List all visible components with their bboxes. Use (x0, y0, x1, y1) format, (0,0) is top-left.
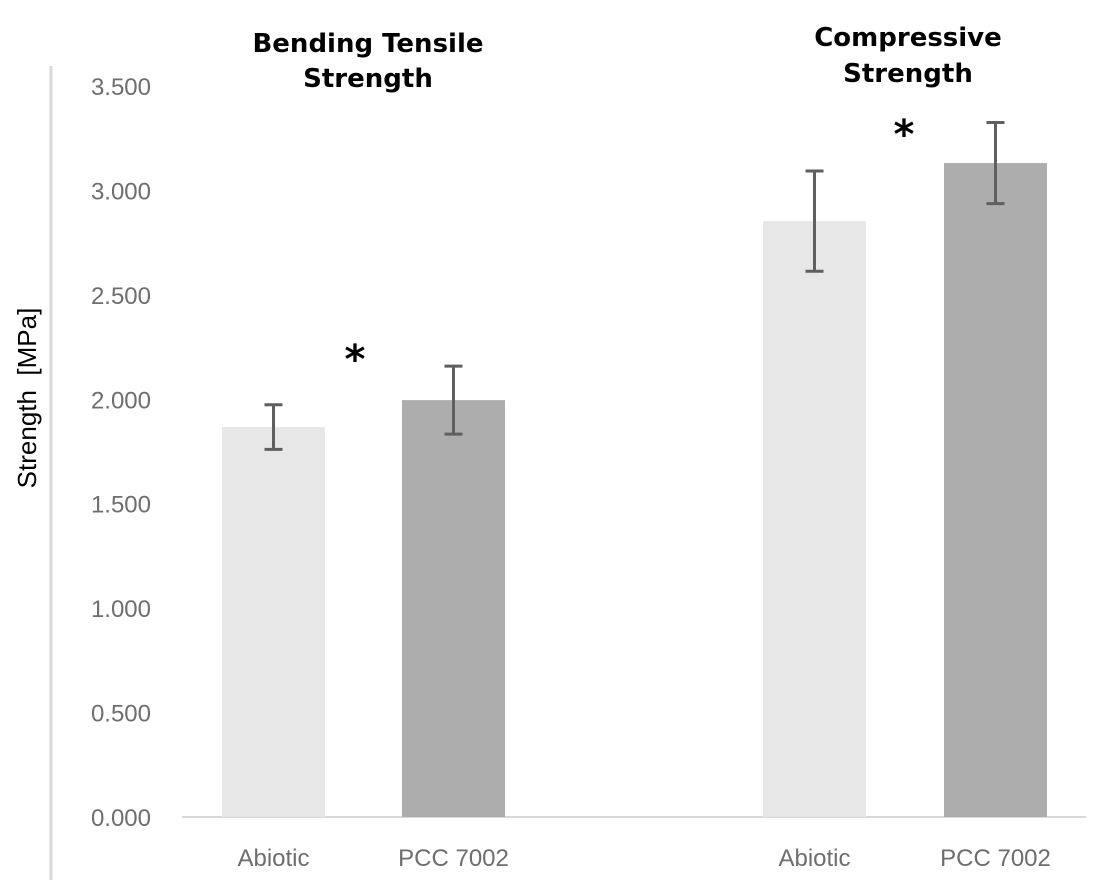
bar-group-1: Bending Tensile Strength * Abiotic PCC 7002 (222, 29, 509, 872)
y-tick-label: 2.000 (91, 387, 151, 414)
bar (763, 221, 866, 818)
bar (944, 163, 1047, 817)
y-tick-label: 3.500 (91, 74, 151, 101)
significance-marker: * (345, 337, 366, 383)
x-category-label: Abiotic (237, 845, 309, 872)
bar (222, 427, 325, 817)
y-tick-label: 3.000 (91, 178, 151, 205)
x-category-label: Abiotic (778, 845, 850, 872)
y-tick-label: 1.500 (91, 492, 151, 519)
y-tick-label: 2.500 (91, 283, 151, 310)
group-title: Strength (303, 64, 433, 94)
group-title: Strength (843, 59, 973, 89)
y-tick-label: 1.000 (91, 596, 151, 623)
y-tick-label: 0.500 (91, 701, 151, 728)
x-category-label: PCC 7002 (940, 845, 1051, 872)
x-category-label: PCC 7002 (398, 845, 509, 872)
y-tick-label: 0.000 (91, 805, 151, 832)
group-title: Compressive (814, 23, 1002, 53)
significance-marker: * (894, 112, 915, 158)
bar-group-2: Compressive Strength * Abiotic PCC 7002 (763, 23, 1051, 872)
group-title: Bending Tensile (252, 29, 483, 59)
y-ticks: 0.000 0.500 1.000 1.500 2.000 2.500 3.000 3.500 (91, 74, 151, 832)
y-axis-label: Strength [MPa] (12, 308, 42, 489)
bar (402, 400, 505, 817)
